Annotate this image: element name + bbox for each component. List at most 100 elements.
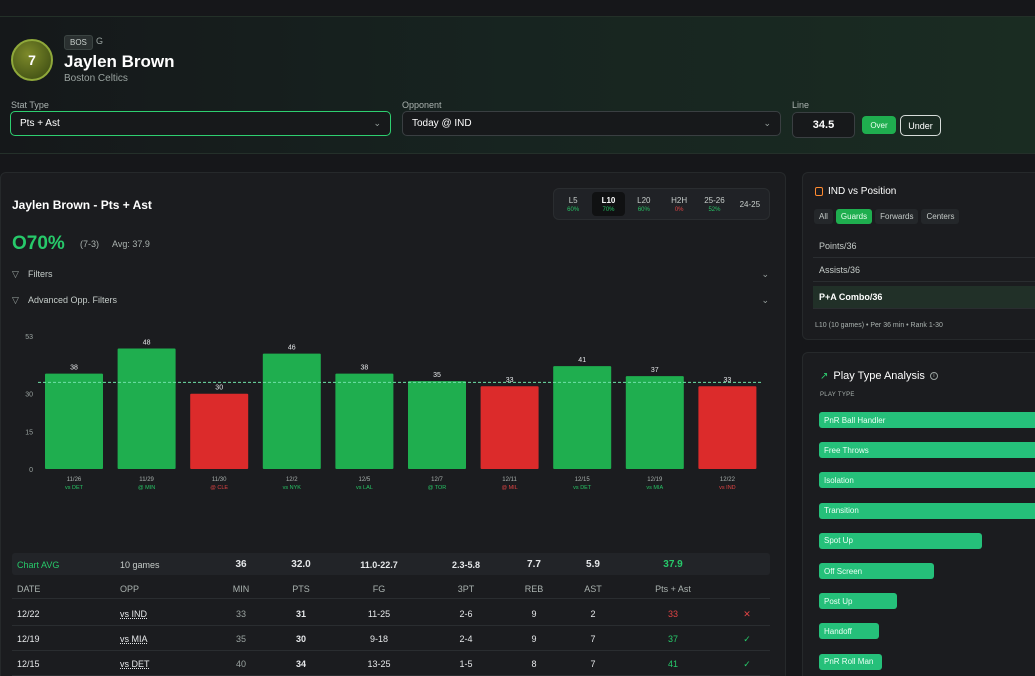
play-type-label: PnR Roll Man xyxy=(824,657,874,667)
tab-guards[interactable]: Guards xyxy=(835,209,873,224)
summary-reb: 7.7 xyxy=(527,559,541,570)
chart-bar xyxy=(480,386,539,469)
play-type-bar[interactable]: Free Throws xyxy=(819,442,1035,459)
filter-icon: ▽ xyxy=(12,268,19,279)
stat-row-combo[interactable]: P+A Combo/36 xyxy=(813,286,1035,309)
x-tick-opponent: @ MIN xyxy=(138,485,155,491)
cell-min: 33 xyxy=(235,609,247,619)
bar-value-label: 38 xyxy=(70,365,78,372)
advanced-filters-label: Advanced Opp. Filters xyxy=(28,295,118,305)
summary-combo: 37.9 xyxy=(663,559,683,570)
bar-value-label: 48 xyxy=(143,340,151,347)
summary-min: 36 xyxy=(235,559,247,570)
info-icon[interactable]: i xyxy=(929,372,938,380)
panel-title: Jaylen Brown - Pts + Ast xyxy=(12,198,152,212)
table-row[interactable]: 12/15 vs DET 40 34 13-25 1-5 8 7 41 ✓ xyxy=(12,651,770,676)
cell-opp[interactable]: vs MIA xyxy=(120,634,148,644)
y-tick-label: 0 xyxy=(29,467,33,474)
x-tick-opponent: vs LAL xyxy=(356,485,373,491)
cell-combo: 33 xyxy=(667,609,679,619)
cell-mark: ✓ xyxy=(743,634,751,644)
period-tabs: L5 60% L10 70% L20 60% H2H 0% 25-26 52% 24-25 xyxy=(553,188,770,220)
player-name: Jaylen Brown xyxy=(64,52,175,71)
tab-forwards[interactable]: Forwards xyxy=(875,209,919,224)
filters-toggle[interactable]: ▽ Filters ⌄ xyxy=(12,267,769,281)
cell-min: 35 xyxy=(235,634,247,644)
tab-25-26[interactable]: 25-26 52% xyxy=(698,192,730,216)
bar-value-label: 38 xyxy=(361,365,369,372)
table-row[interactable]: 12/22 vs IND 33 31 11-25 2-6 9 2 33 ✕ xyxy=(12,601,770,626)
hit-rate-value: O70% xyxy=(12,233,65,254)
chart-bar xyxy=(553,366,612,469)
shield-icon xyxy=(815,187,823,196)
play-type-panel: ↗ Play Type Analysis i PLAY TYPE PnR Bal… xyxy=(802,352,1035,676)
play-type-bar[interactable]: Spot Up xyxy=(819,532,982,549)
x-tick-opponent: @ CLE xyxy=(210,485,228,491)
summary-games: 10 games xyxy=(120,560,160,570)
play-type-title: ↗ Play Type Analysis i xyxy=(820,370,938,382)
x-tick-opponent: vs DET xyxy=(573,485,592,491)
col-reb: REB xyxy=(524,584,544,594)
tab-h2h[interactable]: H2H 0% xyxy=(663,192,695,216)
play-type-bar[interactable]: PnR Ball Handler xyxy=(819,412,1035,428)
tab-label: 24-25 xyxy=(739,199,761,209)
x-tick-date: 12/5 xyxy=(359,477,371,483)
stat-type-label: Stat Type xyxy=(11,100,49,110)
tab-l20[interactable]: L20 60% xyxy=(628,192,660,216)
line-input[interactable]: 34.5 xyxy=(792,112,855,138)
play-type-label: PnR Ball Handler xyxy=(824,415,886,425)
play-type-label: Spot Up xyxy=(824,536,853,546)
play-type-bar[interactable]: Transition xyxy=(819,502,1035,519)
play-type-bar[interactable]: Off Screen xyxy=(819,563,934,579)
stat-type-select[interactable]: Pts + Ast ⌄ xyxy=(10,111,391,136)
col-ast: AST xyxy=(584,584,602,594)
chart-bar xyxy=(190,393,249,469)
play-type-bar[interactable]: Handoff xyxy=(819,623,879,640)
opponent-select[interactable]: Today @ IND ⌄ xyxy=(402,111,781,136)
advanced-filters-toggle[interactable]: ▽ Advanced Opp. Filters ⌄ xyxy=(12,293,769,307)
cell-date: 12/22 xyxy=(17,609,40,619)
chart-avg-summary: Chart AVG 10 games 36 32.0 11.0-22.7 2.3… xyxy=(12,553,770,575)
chart-bar xyxy=(408,381,466,469)
chart-bar xyxy=(625,376,684,469)
bar-value-label: 37 xyxy=(651,367,659,374)
under-button[interactable]: Under xyxy=(900,115,941,136)
player-position: G xyxy=(96,36,104,46)
play-title-text: Play Type Analysis xyxy=(833,370,925,382)
col-opp: OPP xyxy=(120,584,140,594)
cell-date: 12/15 xyxy=(17,659,40,669)
tab-label: L5 xyxy=(568,195,578,205)
stat-row-points[interactable]: Points/36 xyxy=(813,235,1035,258)
tab-l10[interactable]: L10 70% xyxy=(592,192,625,216)
cell-reb: 9 xyxy=(531,634,537,644)
cell-ast: 7 xyxy=(590,659,596,669)
chevron-down-icon: ⌄ xyxy=(373,118,381,128)
tab-24-25[interactable]: 24-25 xyxy=(734,192,766,216)
tab-hit-rate: 60% xyxy=(567,206,580,213)
bar-value-label: 33 xyxy=(724,377,732,384)
stat-row-assists[interactable]: Assists/36 xyxy=(813,259,1035,282)
play-type-bar[interactable]: PnR Roll Man xyxy=(819,653,882,670)
bar-value-label: 46 xyxy=(288,345,296,352)
table-row[interactable]: 12/19 vs MIA 35 30 9-18 2-4 9 7 37 ✓ xyxy=(12,626,770,651)
tab-centers[interactable]: Centers xyxy=(921,209,960,224)
y-tick-label: 30 xyxy=(25,392,33,399)
cell-opp[interactable]: vs DET xyxy=(120,659,150,669)
col-pts: PTS xyxy=(292,584,310,594)
cell-ast: 7 xyxy=(590,634,596,644)
chevron-down-icon: ⌄ xyxy=(761,294,769,305)
tab-hit-rate: 60% xyxy=(637,206,650,213)
col-fg: FG xyxy=(372,584,386,594)
play-type-bar[interactable]: Isolation xyxy=(819,472,1035,489)
over-button[interactable]: Over xyxy=(862,116,896,134)
x-tick-date: 11/29 xyxy=(139,477,154,483)
cell-opp[interactable]: vs IND xyxy=(120,609,147,619)
filter-icon: ▽ xyxy=(12,294,19,305)
play-type-bar[interactable]: Post Up xyxy=(819,593,897,610)
summary-pts: 32.0 xyxy=(291,559,311,570)
summary-fg: 11.0-22.7 xyxy=(360,560,398,570)
tab-l5[interactable]: L5 60% xyxy=(557,192,589,216)
bar-value-label: 33 xyxy=(506,377,514,384)
tab-all[interactable]: All xyxy=(814,209,833,224)
position-panel: IND vs Position All Guards Forwards Cent… xyxy=(802,172,1035,340)
